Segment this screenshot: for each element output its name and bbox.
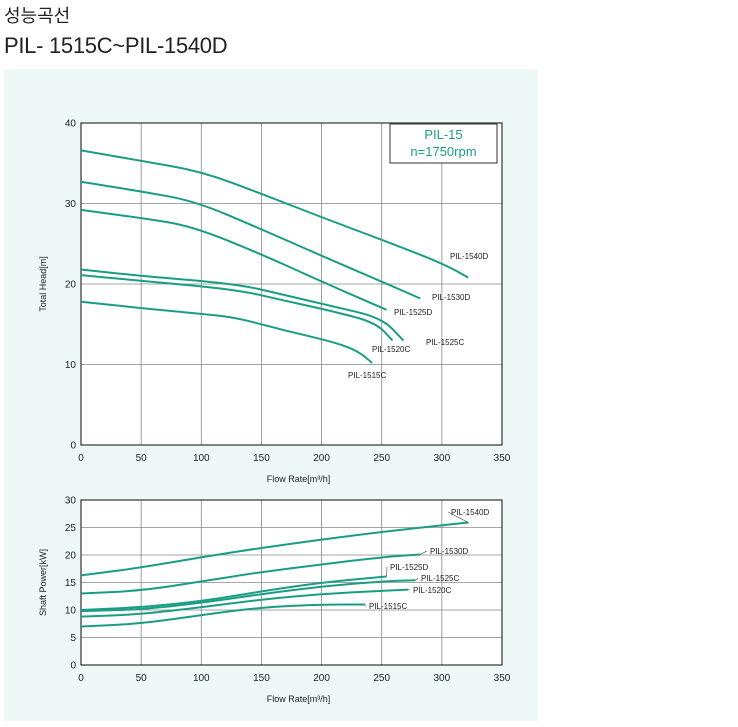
x-tick-label: 250 — [373, 453, 390, 464]
x-tick-label: 300 — [434, 673, 451, 684]
series-line-pil-1540d — [80, 521, 469, 577]
x-tick-label: 350 — [494, 453, 511, 464]
plot-frame — [80, 122, 503, 446]
y-tick-label: 30 — [65, 496, 77, 507]
x-tick-label: 150 — [253, 673, 270, 684]
x-tick-label: 100 — [193, 453, 210, 464]
series-label-pil-1525c: PIL-1525C — [426, 338, 464, 347]
x-tick-label: 300 — [434, 453, 451, 464]
y-tick-label: 10 — [65, 606, 77, 617]
series-label-pil-1520c: PIL-1520C — [372, 345, 410, 354]
y-tick-label: 15 — [65, 578, 77, 589]
y-axis-label: Shaft Power[kW] — [38, 549, 48, 616]
series-label-pil-1530d: PIL-1530D — [430, 547, 468, 556]
plot-frame — [80, 499, 503, 666]
model-badge-name: PIL-15 — [424, 127, 462, 142]
y-tick-label: 20 — [65, 551, 77, 562]
series-line-pil-1530d — [80, 180, 421, 300]
y-tick-label: 40 — [65, 119, 77, 130]
series-line-pil-1520c — [80, 588, 409, 618]
y-tick-label: 20 — [65, 280, 77, 291]
series-label-pil-1525d: PIL-1525D — [390, 563, 428, 572]
series-label-pil-1525c: PIL-1525C — [421, 574, 459, 583]
x-tick-label: 200 — [313, 673, 330, 684]
series-line-pil-1525d — [80, 208, 387, 311]
series-line-pil-1525d — [80, 575, 387, 611]
x-tick-label: 50 — [136, 453, 148, 464]
model-badge — [389, 123, 498, 164]
series-label-pil-1520c: PIL-1520C — [413, 586, 451, 595]
page-title-model: PIL- 1515C~PIL-1540D — [4, 33, 228, 58]
x-tick-label: 200 — [313, 453, 330, 464]
x-tick-label: 350 — [494, 673, 511, 684]
series-leader-line — [420, 550, 428, 555]
y-tick-label: 25 — [65, 523, 77, 534]
series-line-pil-1530d — [80, 553, 421, 595]
series-label-pil-1540d: PIL-1540D — [450, 252, 488, 261]
x-tick-label: 50 — [136, 673, 148, 684]
model-badge-speed: n=1750rpm — [410, 144, 476, 159]
x-tick-label: 0 — [78, 453, 84, 464]
page-title-korean: 성능곡선 — [4, 6, 71, 27]
x-axis-label: Flow Rate[m³/h] — [267, 474, 331, 484]
series-line-pil-1525c — [80, 579, 416, 613]
series-label-pil-1525d: PIL-1525D — [394, 308, 432, 317]
y-tick-label: 30 — [65, 199, 77, 210]
series-line-pil-1525c — [80, 268, 405, 342]
series-line-pil-1515c — [80, 300, 373, 364]
y-tick-label: 0 — [70, 661, 76, 672]
series-line-pil-1520c — [80, 274, 394, 342]
x-tick-label: 150 — [253, 453, 270, 464]
series-label-pil-1515c: PIL-1515C — [348, 371, 386, 380]
series-leader-line — [364, 604, 367, 607]
series-leader-line — [415, 577, 419, 581]
series-leader-line — [447, 511, 469, 523]
series-label-pil-1540d: PIL-1540D — [451, 508, 489, 517]
y-axis-label: Total Head[m] — [38, 256, 48, 312]
y-tick-label: 5 — [70, 633, 76, 644]
x-tick-label: 0 — [78, 673, 84, 684]
series-label-pil-1515c: PIL-1515C — [369, 602, 407, 611]
x-tick-label: 250 — [373, 673, 390, 684]
y-tick-label: 10 — [65, 360, 77, 371]
y-tick-label: 0 — [70, 441, 76, 452]
series-line-pil-1515c — [80, 603, 365, 628]
x-tick-label: 100 — [193, 673, 210, 684]
x-axis-label: Flow Rate[m³/h] — [267, 694, 331, 704]
series-label-pil-1530d: PIL-1530D — [432, 293, 470, 302]
series-line-pil-1540d — [80, 149, 469, 279]
